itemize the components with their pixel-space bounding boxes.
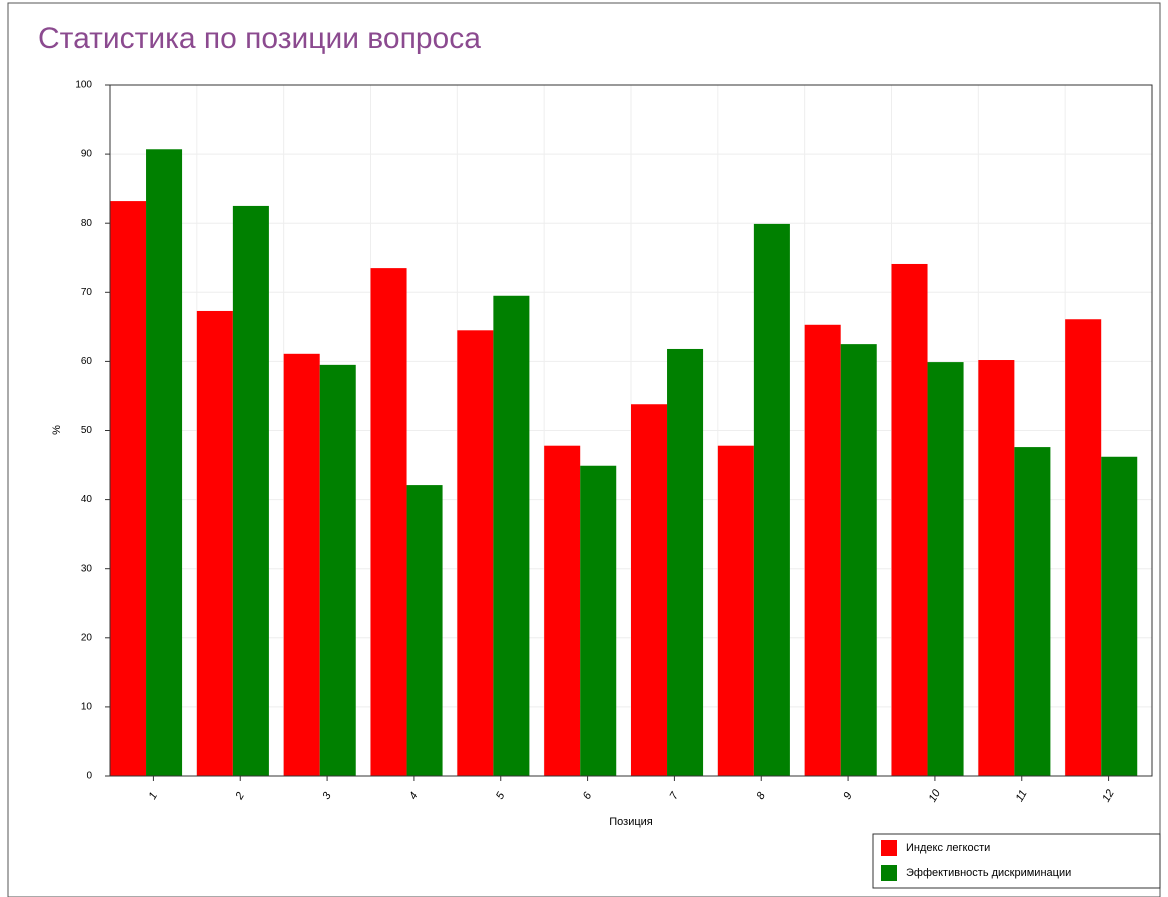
y-tick-label: 40 bbox=[81, 494, 93, 505]
y-tick-label: 50 bbox=[81, 425, 93, 436]
bar bbox=[804, 324, 841, 776]
bar bbox=[319, 364, 356, 776]
bar bbox=[146, 149, 183, 776]
y-axis-label: % bbox=[51, 425, 63, 435]
bar bbox=[544, 445, 581, 776]
y-tick-label: 70 bbox=[81, 287, 93, 298]
bar bbox=[1014, 447, 1051, 776]
bar bbox=[493, 295, 530, 776]
y-tick-label: 80 bbox=[81, 218, 93, 229]
legend-box bbox=[872, 833, 1161, 889]
x-tick-label: 11 bbox=[1014, 788, 1030, 804]
bar bbox=[927, 362, 964, 776]
bar bbox=[370, 268, 407, 776]
bar bbox=[110, 201, 147, 776]
y-tick-label: 60 bbox=[81, 356, 93, 367]
y-tick-label: 10 bbox=[81, 702, 93, 713]
legend-label: Индекс легкости bbox=[906, 842, 990, 854]
legend-swatch bbox=[881, 865, 897, 881]
x-axis-label: Позиция bbox=[609, 816, 653, 828]
bar bbox=[457, 330, 494, 776]
x-tick-label: 12 bbox=[1100, 788, 1117, 805]
bar bbox=[753, 223, 790, 777]
y-tick-label: 100 bbox=[75, 80, 92, 91]
bar bbox=[1065, 319, 1102, 776]
bar bbox=[891, 263, 928, 776]
bar bbox=[717, 445, 754, 776]
bar bbox=[631, 404, 668, 776]
bar bbox=[667, 348, 704, 776]
bar bbox=[580, 465, 617, 776]
bar bbox=[840, 344, 877, 776]
x-tick-label: 4 bbox=[407, 790, 420, 801]
y-tick-label: 90 bbox=[81, 149, 93, 160]
y-tick-label: 20 bbox=[81, 632, 93, 643]
y-tick-label: 30 bbox=[81, 563, 93, 574]
bar bbox=[283, 353, 320, 776]
x-tick-label: 9 bbox=[841, 790, 854, 801]
x-tick-label: 1 bbox=[147, 790, 160, 801]
bar bbox=[196, 310, 233, 776]
plot-border bbox=[109, 84, 1153, 777]
legend-swatch bbox=[881, 840, 897, 856]
y-tick-label: 0 bbox=[86, 771, 92, 782]
bar bbox=[978, 360, 1015, 776]
chart-title: Статистика по позиции вопроса bbox=[38, 22, 481, 55]
bar bbox=[1101, 456, 1138, 776]
legend-label: Эффективность дискриминации bbox=[906, 867, 1071, 879]
bar bbox=[232, 205, 269, 777]
bar bbox=[406, 485, 443, 776]
